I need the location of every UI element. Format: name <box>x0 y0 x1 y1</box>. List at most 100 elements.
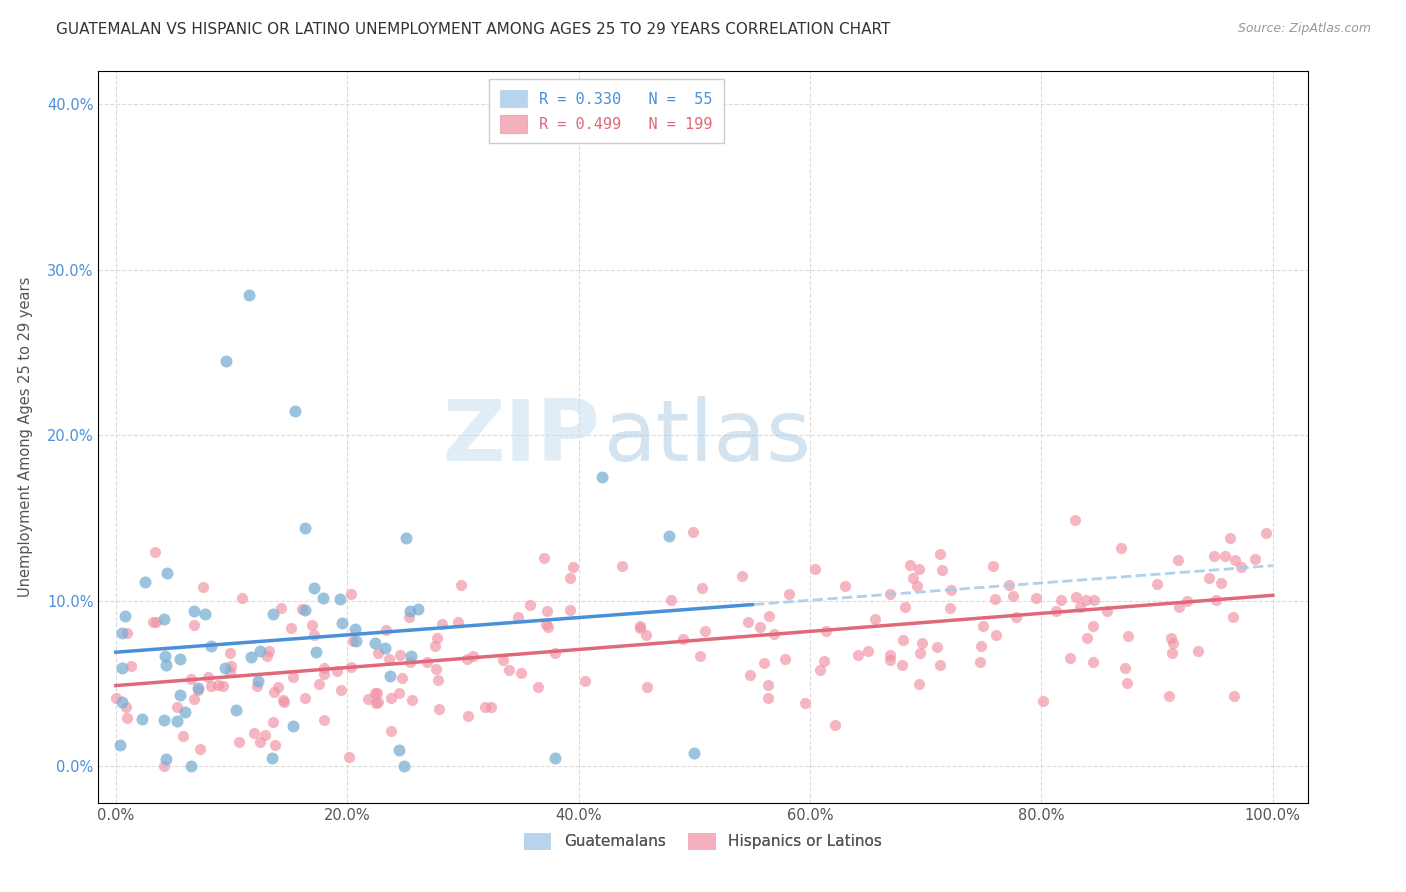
Point <box>834 579 856 593</box>
Point <box>634 628 657 642</box>
Point <box>257 644 280 658</box>
Point <box>212 679 235 693</box>
Point <box>1097 604 1119 618</box>
Point <box>228 734 250 748</box>
Point <box>263 685 285 699</box>
Text: atlas: atlas <box>603 395 811 479</box>
Point <box>610 559 633 574</box>
Point <box>364 686 387 700</box>
Point <box>264 738 287 752</box>
Point <box>908 562 931 576</box>
Point <box>456 651 478 665</box>
Point <box>1116 629 1139 643</box>
Point <box>533 551 555 566</box>
Point <box>1081 618 1104 632</box>
Point <box>474 699 496 714</box>
Point <box>1161 636 1184 650</box>
Point <box>180 759 202 773</box>
Point <box>180 672 202 686</box>
Point <box>401 693 423 707</box>
Point <box>846 648 869 663</box>
Point <box>756 678 779 692</box>
Point <box>214 661 236 675</box>
Point <box>740 667 762 681</box>
Point <box>544 751 567 765</box>
Point <box>194 607 217 621</box>
Point <box>134 574 156 589</box>
Point <box>1167 600 1189 615</box>
Y-axis label: Unemployment Among Ages 25 to 29 years: Unemployment Among Ages 25 to 29 years <box>18 277 34 598</box>
Point <box>294 520 316 534</box>
Point <box>969 656 991 670</box>
Point <box>256 648 278 663</box>
Point <box>115 711 138 725</box>
Point <box>366 685 388 699</box>
Point <box>998 578 1021 592</box>
Point <box>302 581 325 595</box>
Point <box>153 713 176 727</box>
Point <box>928 657 950 672</box>
Point <box>283 719 305 733</box>
Point <box>1161 646 1184 660</box>
Legend: Guatemalans, Hispanics or Latinos: Guatemalans, Hispanics or Latinos <box>516 825 890 857</box>
Point <box>249 644 271 658</box>
Point <box>357 692 380 706</box>
Point <box>927 640 949 655</box>
Point <box>763 627 786 641</box>
Point <box>294 691 316 706</box>
Point <box>659 592 682 607</box>
Point <box>200 639 222 653</box>
Point <box>908 677 931 691</box>
Point <box>1223 690 1246 704</box>
Point <box>183 618 205 632</box>
Point <box>253 728 276 742</box>
Point <box>1004 609 1026 624</box>
Point <box>153 759 176 773</box>
Point <box>813 654 835 668</box>
Point <box>536 604 558 618</box>
Point <box>231 591 253 605</box>
Point <box>188 742 211 756</box>
Text: ZIP: ZIP <box>443 395 600 479</box>
Point <box>395 531 418 545</box>
Point <box>291 602 314 616</box>
Point <box>398 609 420 624</box>
Point <box>1049 593 1071 607</box>
Point <box>1157 689 1180 703</box>
Point <box>187 683 209 698</box>
Point <box>219 665 242 679</box>
Point <box>941 582 963 597</box>
Point <box>314 667 336 681</box>
Point <box>110 626 132 640</box>
Point <box>693 624 716 639</box>
Point <box>426 631 449 645</box>
Point <box>267 681 290 695</box>
Point <box>337 750 360 764</box>
Point <box>1230 560 1253 574</box>
Text: Source: ZipAtlas.com: Source: ZipAtlas.com <box>1237 22 1371 36</box>
Point <box>398 604 420 618</box>
Point <box>558 603 581 617</box>
Point <box>682 524 704 539</box>
Point <box>1045 604 1067 618</box>
Point <box>247 673 270 688</box>
Point <box>731 569 754 583</box>
Point <box>658 529 681 543</box>
Point <box>378 669 401 683</box>
Point <box>156 566 179 581</box>
Point <box>262 715 284 730</box>
Point <box>879 648 901 662</box>
Point <box>756 690 779 705</box>
Point <box>519 598 541 612</box>
Point <box>166 700 188 714</box>
Text: GUATEMALAN VS HISPANIC OR LATINO UNEMPLOYMENT AMONG AGES 25 TO 29 YEARS CORRELAT: GUATEMALAN VS HISPANIC OR LATINO UNEMPLO… <box>56 22 890 37</box>
Point <box>153 648 176 663</box>
Point <box>1083 593 1105 607</box>
Point <box>427 702 450 716</box>
Point <box>1032 694 1054 708</box>
Point <box>893 599 915 614</box>
Point <box>401 648 423 663</box>
Point <box>450 578 472 592</box>
Point <box>219 658 242 673</box>
Point <box>901 571 924 585</box>
